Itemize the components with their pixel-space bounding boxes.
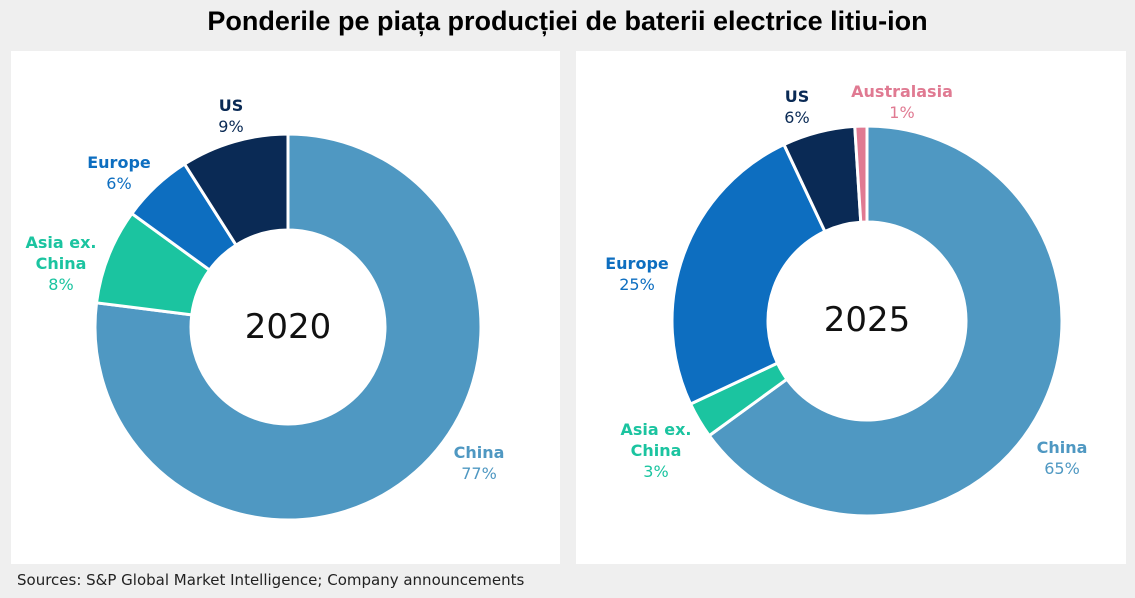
slice-europe [670,142,827,407]
donut-chart-2020: China 77% Asia ex. China 8% Europe 6% US 9% 2020 [25,96,505,522]
slice-australasia [853,124,869,224]
slice-value-asia-ex-china: 8% [48,275,73,294]
slice-value-europe: 6% [106,174,131,193]
donut-panel-2025: China 65% Asia ex. China 3% Europe 25% US 6% Aust… [576,51,1126,564]
slice-value-australasia: 1% [889,103,914,122]
slice-label-china: China [1037,438,1088,457]
slice-value-europe: 25% [619,275,655,294]
center-year-label: 2025 [824,300,911,340]
slice-label-asia-ex-china: Asia ex. [25,233,96,252]
chart-title: Ponderile pe piața producției de baterii… [207,6,928,36]
slice-label-us: US [219,96,244,115]
slice-label-china: China [454,443,505,462]
slice-china [707,124,1064,518]
center-year-label: 2020 [245,307,332,347]
slice-us [182,132,290,248]
slice-label-australasia: Australasia [851,82,953,101]
slice-value-us: 6% [784,108,809,127]
slice-label-us: US [785,87,810,106]
donut-panel-2020: China 77% Asia ex. China 8% Europe 6% US 9% 2020 [11,51,560,564]
slice-label-asia-ex-china: Asia ex. [620,420,691,439]
slice-value-asia-ex-china: 3% [643,462,668,481]
slice-value-china: 65% [1044,459,1080,478]
slice-label-europe: Europe [605,254,669,273]
slice-value-us: 9% [218,117,243,136]
source-note: Sources: S&P Global Market Intelligence;… [17,571,525,589]
slice-value-china: 77% [461,464,497,483]
slice-china [93,132,483,522]
slice-label-europe: Europe [87,153,151,172]
slice-label-asia-ex-china: China [631,441,682,460]
slice-label-asia-ex-china: China [36,254,87,273]
donut-chart-2025: China 65% Asia ex. China 3% Europe 25% US 6% Aust… [605,82,1088,518]
